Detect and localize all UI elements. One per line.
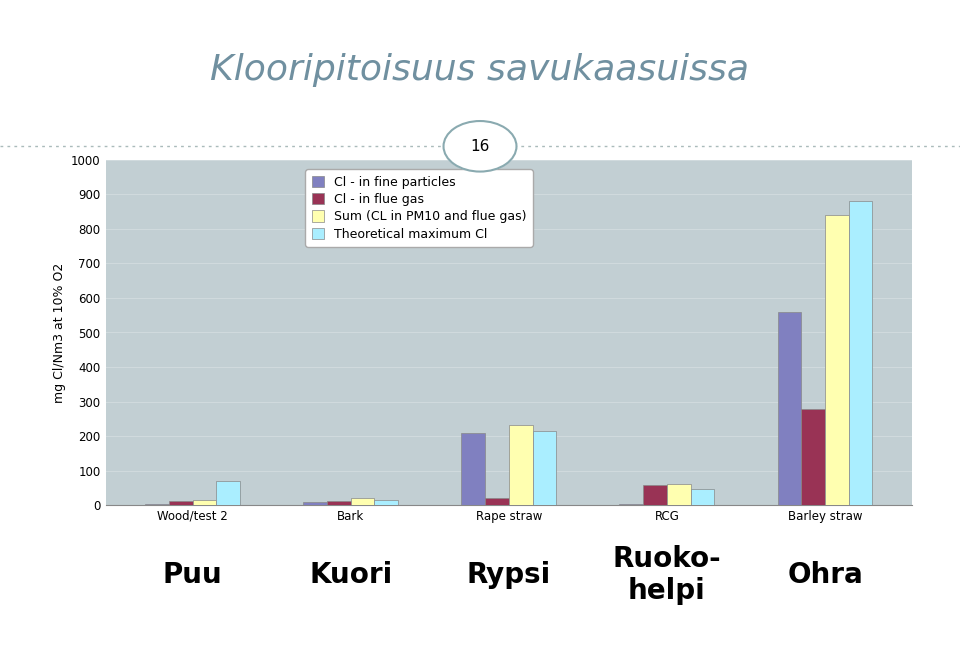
Bar bbox=[619, 504, 643, 505]
Bar bbox=[825, 215, 849, 505]
Y-axis label: mg Cl/Nm3 at 10% O2: mg Cl/Nm3 at 10% O2 bbox=[53, 263, 65, 402]
Bar bbox=[485, 498, 509, 505]
Bar bbox=[327, 501, 350, 505]
Bar bbox=[374, 500, 398, 505]
Bar bbox=[350, 498, 374, 505]
Bar bbox=[462, 433, 485, 505]
Text: 16: 16 bbox=[470, 139, 490, 154]
Text: Ruoko-
helpi: Ruoko- helpi bbox=[612, 545, 721, 605]
Bar bbox=[533, 431, 556, 505]
Bar bbox=[802, 408, 825, 505]
Legend: Cl - in fine particles, Cl - in flue gas, Sum (CL in PM10 and flue gas), Theoret: Cl - in fine particles, Cl - in flue gas… bbox=[305, 170, 533, 247]
Bar bbox=[509, 425, 533, 505]
Bar bbox=[667, 483, 690, 505]
Bar bbox=[193, 500, 216, 505]
Bar bbox=[690, 489, 714, 505]
Bar bbox=[643, 485, 667, 505]
Bar bbox=[849, 201, 873, 505]
Bar bbox=[778, 312, 802, 505]
Bar bbox=[169, 501, 193, 505]
Text: Klooripitoisuus savukaasuissa: Klooripitoisuus savukaasuissa bbox=[210, 53, 750, 87]
Text: Kuori: Kuori bbox=[309, 561, 393, 589]
Text: Ohra: Ohra bbox=[787, 561, 863, 589]
Text: Rypsi: Rypsi bbox=[467, 561, 551, 589]
Bar bbox=[303, 502, 327, 505]
Text: Puu: Puu bbox=[162, 561, 223, 589]
Bar bbox=[145, 504, 169, 505]
Bar bbox=[216, 481, 240, 505]
